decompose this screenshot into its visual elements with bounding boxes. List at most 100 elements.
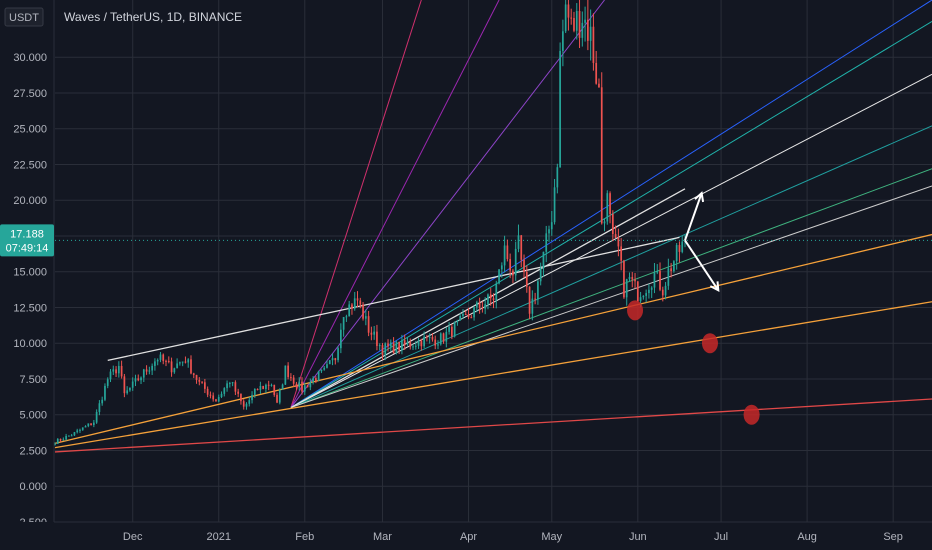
currency-label: USDT <box>9 12 39 24</box>
candle-body <box>253 389 256 395</box>
candle-body <box>381 345 384 356</box>
candle-body <box>70 435 73 437</box>
time-axis[interactable] <box>0 522 932 550</box>
candle-body <box>315 378 317 381</box>
candle-body <box>678 245 681 252</box>
price-axis[interactable] <box>0 0 54 522</box>
candle-body <box>209 394 212 396</box>
fan-line <box>290 0 932 409</box>
price-tick-label: 7.500 <box>19 374 47 386</box>
candle-body <box>270 384 273 386</box>
candle-body <box>645 293 648 296</box>
candle-body <box>481 307 484 309</box>
projection-arrow <box>684 192 703 241</box>
candle-body <box>68 435 70 437</box>
time-tick-label: 2021 <box>207 531 231 543</box>
candle-body <box>295 383 298 388</box>
candle-body <box>387 343 389 347</box>
candle-body <box>204 382 206 389</box>
fan-line <box>290 185 932 409</box>
candle-body <box>181 361 184 363</box>
candle-body <box>473 307 475 318</box>
candle-body <box>531 298 534 314</box>
candle-body <box>339 329 342 349</box>
candle-body <box>562 31 564 51</box>
candle-body <box>176 363 178 369</box>
projection-arrow <box>684 239 720 291</box>
candle-body <box>359 300 362 305</box>
candle-body <box>617 237 620 247</box>
candle-body <box>137 378 140 381</box>
candle-body <box>509 259 512 271</box>
candle-body <box>123 376 126 394</box>
candle-body <box>606 193 609 222</box>
candle-body <box>459 315 462 321</box>
support-marker <box>743 404 760 425</box>
candle-body <box>256 389 259 391</box>
candle-body <box>423 336 425 347</box>
price-tick-label: 25.000 <box>13 124 47 136</box>
candle-body <box>648 289 650 294</box>
candle-body <box>192 373 195 375</box>
candle-body <box>109 371 112 380</box>
candle-body <box>478 302 481 308</box>
candle-body <box>334 358 337 361</box>
candle-body <box>159 354 162 360</box>
time-tick-label: Dec <box>123 531 143 543</box>
candle-body <box>242 401 245 407</box>
candle-body <box>420 340 423 347</box>
currency-badge[interactable] <box>4 7 44 27</box>
candle-body <box>623 260 625 298</box>
candle-body <box>301 381 303 392</box>
candle-body <box>584 19 586 23</box>
price-tick-label: 15.000 <box>13 267 47 279</box>
candle-body <box>259 386 262 390</box>
candle-body <box>448 326 450 332</box>
candle-body <box>451 326 453 337</box>
candle-body <box>570 17 573 19</box>
candle-body <box>434 339 437 346</box>
candle-body <box>345 316 348 318</box>
candle-body <box>395 341 398 354</box>
candle-body <box>428 336 431 338</box>
candle-body <box>403 340 406 345</box>
candle-body <box>670 268 672 272</box>
candle-body <box>409 342 412 347</box>
candle-body <box>373 331 376 335</box>
candle-body <box>351 304 353 309</box>
price-tick-label: 22.500 <box>13 159 47 171</box>
candle-body <box>492 298 495 300</box>
candle-body <box>609 193 611 214</box>
candle-body <box>462 313 464 316</box>
candle-body <box>101 399 104 404</box>
projection-arrowhead <box>694 191 705 203</box>
candle-body <box>512 270 514 276</box>
candle-body <box>323 367 326 370</box>
candle-body <box>87 423 90 427</box>
candle-body <box>328 360 331 365</box>
candles <box>54 0 686 446</box>
candle-body <box>487 294 489 305</box>
candle-body <box>534 298 536 300</box>
candle-body <box>620 246 623 261</box>
candle-body <box>634 279 636 282</box>
candle-body <box>664 285 667 296</box>
trend-line <box>107 236 680 362</box>
candle-body <box>589 26 592 41</box>
candle-body <box>348 304 351 317</box>
candle-body <box>248 400 251 404</box>
time-tick-label: Feb <box>295 531 314 543</box>
candle-body <box>290 377 292 379</box>
candle-body <box>309 381 312 388</box>
time-tick-label: May <box>541 531 562 543</box>
current-price-tag-bg <box>0 224 54 257</box>
candle-body <box>184 361 187 363</box>
price-tick-label: 5.000 <box>19 410 47 422</box>
candle-body <box>337 348 339 361</box>
candle-body <box>98 403 101 412</box>
candle-body <box>600 87 603 224</box>
candle-body <box>484 304 487 309</box>
candle-body <box>320 369 323 372</box>
candle-body <box>550 222 553 230</box>
